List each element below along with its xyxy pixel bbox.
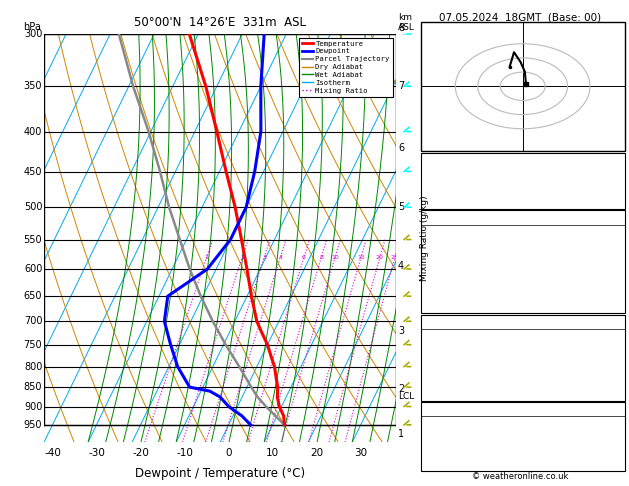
Text: Hodograph: Hodograph bbox=[496, 405, 548, 414]
Legend: Temperature, Dewpoint, Parcel Trajectory, Dry Adiabat, Wet Adiabat, Isotherm, Mi: Temperature, Dewpoint, Parcel Trajectory… bbox=[299, 37, 392, 97]
Text: Temp (°C): Temp (°C) bbox=[427, 228, 469, 237]
Text: LCL: LCL bbox=[398, 393, 415, 401]
Text: 0: 0 bbox=[613, 375, 618, 384]
Text: PW (cm): PW (cm) bbox=[427, 195, 464, 204]
Text: -10: -10 bbox=[176, 449, 193, 458]
Text: 5: 5 bbox=[613, 361, 618, 370]
Text: Surface: Surface bbox=[504, 213, 541, 222]
Text: 0: 0 bbox=[613, 389, 618, 399]
Text: Mixing Ratio (g/kg): Mixing Ratio (g/kg) bbox=[420, 195, 429, 281]
Text: Pressure (mb): Pressure (mb) bbox=[427, 332, 486, 341]
Text: 3: 3 bbox=[398, 326, 404, 336]
Text: 131°: 131° bbox=[598, 446, 618, 455]
Text: CAPE (J): CAPE (J) bbox=[427, 287, 461, 296]
Text: Lifted Index: Lifted Index bbox=[427, 361, 477, 370]
Text: 400: 400 bbox=[24, 126, 42, 137]
Text: © weatheronline.co.uk: © weatheronline.co.uk bbox=[472, 472, 569, 481]
Text: 27: 27 bbox=[608, 433, 618, 441]
Text: 800: 800 bbox=[24, 362, 42, 372]
Text: 12.7: 12.7 bbox=[599, 228, 618, 237]
Text: 4: 4 bbox=[398, 261, 404, 271]
Text: -20: -20 bbox=[132, 449, 149, 458]
Text: Dewp (°C): Dewp (°C) bbox=[427, 243, 470, 252]
Text: 500: 500 bbox=[24, 202, 42, 212]
Bar bbox=[421, 22, 625, 151]
Text: 25: 25 bbox=[391, 255, 399, 260]
Text: θₑ (K): θₑ (K) bbox=[427, 346, 450, 355]
Text: Lifted Index: Lifted Index bbox=[427, 272, 477, 281]
Text: 850: 850 bbox=[24, 382, 42, 392]
Text: Most Unstable: Most Unstable bbox=[489, 317, 557, 327]
Text: 07.05.2024  18GMT  (Base: 00): 07.05.2024 18GMT (Base: 00) bbox=[440, 12, 601, 22]
Text: 303: 303 bbox=[602, 346, 618, 355]
Text: 5: 5 bbox=[613, 243, 618, 252]
Text: 6: 6 bbox=[613, 272, 618, 281]
Text: km
ASL: km ASL bbox=[398, 13, 415, 32]
Text: 303: 303 bbox=[602, 258, 618, 266]
Text: 7: 7 bbox=[398, 81, 404, 91]
Text: StmSpd (kt): StmSpd (kt) bbox=[427, 460, 477, 469]
Text: 15: 15 bbox=[357, 255, 365, 260]
Text: 650: 650 bbox=[24, 291, 42, 301]
Text: Totals Totals: Totals Totals bbox=[427, 176, 480, 186]
Text: 600: 600 bbox=[24, 264, 42, 274]
Text: 700: 700 bbox=[24, 316, 42, 326]
Text: 8: 8 bbox=[320, 255, 323, 260]
Text: -6: -6 bbox=[610, 158, 618, 167]
Text: 3: 3 bbox=[262, 255, 266, 260]
Bar bbox=[421, 210, 625, 313]
Text: 20: 20 bbox=[310, 449, 323, 458]
Bar bbox=[421, 153, 625, 209]
Text: 2: 2 bbox=[240, 255, 244, 260]
Text: 1: 1 bbox=[398, 429, 404, 439]
Text: 5: 5 bbox=[613, 460, 618, 469]
Text: kt: kt bbox=[427, 27, 437, 37]
Text: 750: 750 bbox=[24, 340, 42, 350]
Text: 0.8: 0.8 bbox=[604, 195, 618, 204]
Text: Dewpoint / Temperature (°C): Dewpoint / Temperature (°C) bbox=[135, 467, 305, 480]
Text: 450: 450 bbox=[24, 167, 42, 176]
Text: 550: 550 bbox=[24, 235, 42, 244]
Text: 30: 30 bbox=[354, 449, 367, 458]
Text: 350: 350 bbox=[24, 81, 42, 91]
Text: 0: 0 bbox=[613, 287, 618, 296]
Text: 950: 950 bbox=[24, 420, 42, 430]
Text: 0: 0 bbox=[613, 302, 618, 311]
Text: 0: 0 bbox=[225, 449, 232, 458]
Text: 5: 5 bbox=[398, 202, 404, 212]
Text: 4: 4 bbox=[278, 255, 282, 260]
Bar bbox=[421, 402, 625, 471]
Text: 300: 300 bbox=[24, 29, 42, 39]
Text: 8: 8 bbox=[398, 23, 404, 34]
Text: 10: 10 bbox=[331, 255, 339, 260]
Bar bbox=[421, 315, 625, 401]
Text: EH: EH bbox=[427, 418, 439, 428]
Text: 6: 6 bbox=[398, 143, 404, 153]
Text: CAPE (J): CAPE (J) bbox=[427, 375, 461, 384]
Text: 1: 1 bbox=[204, 255, 209, 260]
Text: 2: 2 bbox=[398, 384, 404, 394]
Text: θₑ(K): θₑ(K) bbox=[427, 258, 448, 266]
Text: SREH: SREH bbox=[427, 433, 450, 441]
Text: 45: 45 bbox=[607, 176, 618, 186]
Text: 6: 6 bbox=[302, 255, 306, 260]
Text: 10: 10 bbox=[266, 449, 279, 458]
Text: StmDir: StmDir bbox=[427, 446, 456, 455]
Text: 32: 32 bbox=[608, 418, 618, 428]
Text: -30: -30 bbox=[88, 449, 105, 458]
Text: CIN (J): CIN (J) bbox=[427, 389, 454, 399]
Text: hPa: hPa bbox=[23, 22, 40, 32]
Text: CIN (J): CIN (J) bbox=[427, 302, 454, 311]
Text: 975: 975 bbox=[603, 332, 618, 341]
Text: K: K bbox=[427, 158, 433, 167]
Text: 20: 20 bbox=[376, 255, 384, 260]
Text: 900: 900 bbox=[24, 401, 42, 412]
Text: -40: -40 bbox=[44, 449, 61, 458]
Text: 50°00'N  14°26'E  331m  ASL: 50°00'N 14°26'E 331m ASL bbox=[134, 16, 306, 29]
